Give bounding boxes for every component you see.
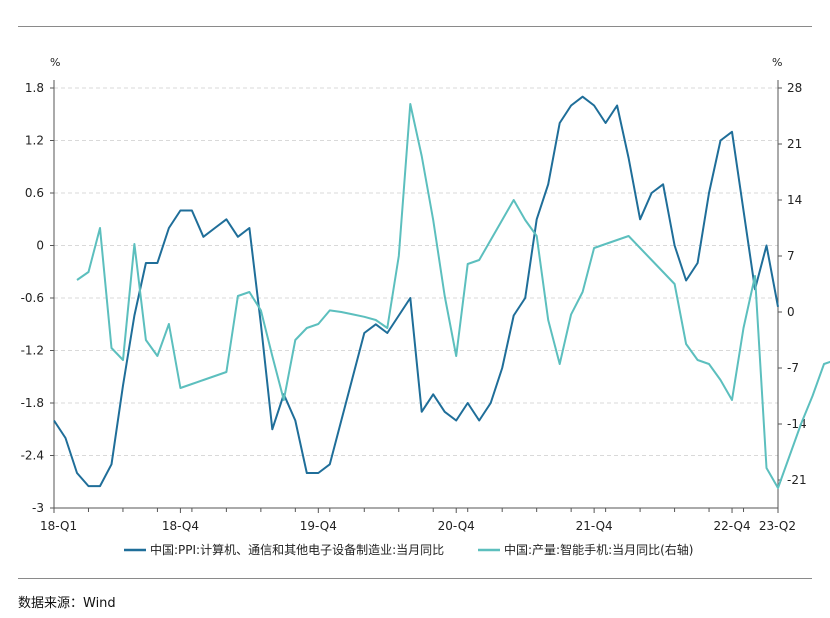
right-tick-label: 28 <box>787 81 802 95</box>
left-tick-label: 0.6 <box>25 186 44 200</box>
left-tick-label: 1.2 <box>25 134 44 148</box>
series-line-ppi <box>53 95 779 488</box>
x-tick-label: 21-Q4 <box>576 519 613 533</box>
right-tick-label: -21 <box>787 473 807 487</box>
right-axis-unit: % <box>772 56 782 69</box>
left-tick-label: -0.6 <box>21 291 44 305</box>
plot-area <box>53 95 830 489</box>
bottom-divider <box>18 578 812 579</box>
axes: 1.81.20.60-0.6-1.2-1.8-2.4-328211470-7-1… <box>21 56 807 533</box>
x-tick-label: 23-Q2 <box>759 519 796 533</box>
source-note: 数据来源：Wind <box>18 596 116 611</box>
left-tick-label: 1.8 <box>25 81 44 95</box>
left-tick-label: 0 <box>36 239 44 253</box>
left-tick-label: -3 <box>32 501 44 515</box>
right-tick-label: 14 <box>787 193 802 207</box>
legend-label: 中国:PPI:计算机、通信和其他电子设备制造业:当月同比 <box>150 542 444 557</box>
series-line-smartphone <box>76 103 830 489</box>
right-tick-label: -7 <box>787 361 799 375</box>
legend-label: 中国:产量:智能手机:当月同比(右轴) <box>504 542 694 557</box>
chart: 1.81.20.60-0.6-1.2-1.8-2.4-328211470-7-1… <box>21 56 830 557</box>
x-tick-label: 19-Q4 <box>300 519 337 533</box>
left-axis-unit: % <box>50 56 60 69</box>
x-tick-label: 18-Q4 <box>162 519 199 533</box>
left-tick-label: -1.8 <box>21 396 44 410</box>
right-tick-label: 7 <box>787 249 795 263</box>
left-tick-label: -1.2 <box>21 344 44 358</box>
x-tick-label: 18-Q1 <box>40 519 77 533</box>
x-tick-label: 20-Q4 <box>438 519 475 533</box>
gridlines <box>54 87 778 456</box>
x-tick-label: 22-Q4 <box>713 519 750 533</box>
right-tick-label: 21 <box>787 137 802 151</box>
left-tick-label: -2.4 <box>21 449 44 463</box>
right-tick-label: 0 <box>787 305 795 319</box>
top-divider <box>18 26 812 27</box>
legend: 中国:PPI:计算机、通信和其他电子设备制造业:当月同比 中国:产量:智能手机:当… <box>124 542 694 557</box>
